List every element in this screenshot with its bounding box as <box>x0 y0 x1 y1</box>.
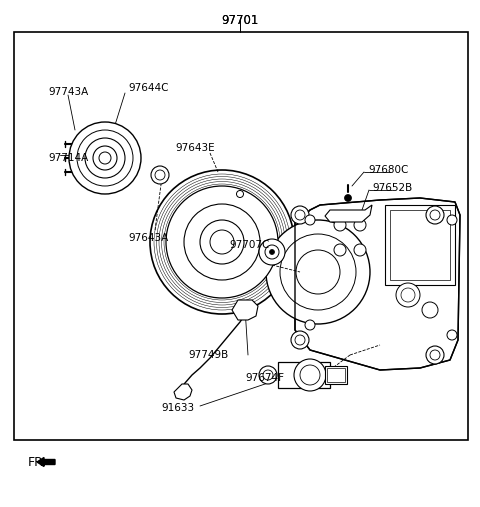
Circle shape <box>345 195 351 201</box>
Bar <box>327 368 345 382</box>
Circle shape <box>401 288 415 302</box>
Polygon shape <box>295 198 460 370</box>
Circle shape <box>210 230 234 254</box>
Circle shape <box>334 219 346 231</box>
FancyArrow shape <box>37 457 55 466</box>
Text: FR.: FR. <box>28 455 48 468</box>
Circle shape <box>263 370 273 380</box>
Circle shape <box>354 219 366 231</box>
Circle shape <box>265 245 279 259</box>
Circle shape <box>295 210 305 220</box>
Circle shape <box>151 166 169 184</box>
Circle shape <box>200 220 244 264</box>
Circle shape <box>334 244 346 256</box>
Circle shape <box>291 331 309 349</box>
Circle shape <box>426 206 444 224</box>
Circle shape <box>280 234 356 310</box>
Text: 97674F: 97674F <box>245 373 285 383</box>
Text: 97701: 97701 <box>221 14 259 26</box>
Circle shape <box>430 350 440 360</box>
Circle shape <box>305 215 315 225</box>
Circle shape <box>266 220 370 324</box>
Circle shape <box>237 191 243 198</box>
Circle shape <box>150 170 294 314</box>
Bar <box>325 366 347 384</box>
Bar <box>14 32 468 440</box>
Text: 97644C: 97644C <box>128 83 168 93</box>
Circle shape <box>155 170 165 180</box>
Circle shape <box>259 366 277 384</box>
Circle shape <box>396 283 420 307</box>
Text: 91633: 91633 <box>161 403 194 413</box>
Circle shape <box>354 244 366 256</box>
Circle shape <box>77 130 133 186</box>
Text: 97643A: 97643A <box>128 233 168 243</box>
Circle shape <box>259 239 285 265</box>
Text: 97643E: 97643E <box>175 143 215 153</box>
Circle shape <box>295 335 305 345</box>
Circle shape <box>426 346 444 364</box>
Circle shape <box>69 122 141 194</box>
Text: 97680C: 97680C <box>368 165 408 175</box>
Circle shape <box>447 330 457 340</box>
Polygon shape <box>174 384 192 400</box>
Bar <box>390 210 450 280</box>
Circle shape <box>85 138 125 178</box>
Bar <box>385 205 455 285</box>
Text: 97707C: 97707C <box>230 240 270 250</box>
Circle shape <box>305 320 315 330</box>
Circle shape <box>166 186 278 298</box>
Circle shape <box>184 204 260 280</box>
Circle shape <box>430 210 440 220</box>
Circle shape <box>269 249 275 255</box>
Polygon shape <box>232 300 258 320</box>
Polygon shape <box>325 205 372 222</box>
Circle shape <box>296 250 340 294</box>
Circle shape <box>300 365 320 385</box>
Text: 97749B: 97749B <box>188 350 228 360</box>
Circle shape <box>93 146 117 170</box>
Circle shape <box>99 152 111 164</box>
Text: 97652B: 97652B <box>372 183 412 193</box>
Circle shape <box>294 359 326 391</box>
Text: 97714A: 97714A <box>48 153 88 163</box>
Text: 97701: 97701 <box>221 14 259 26</box>
Circle shape <box>291 206 309 224</box>
Circle shape <box>422 302 438 318</box>
Circle shape <box>447 215 457 225</box>
Text: 97743A: 97743A <box>48 87 88 97</box>
Bar <box>278 362 330 388</box>
